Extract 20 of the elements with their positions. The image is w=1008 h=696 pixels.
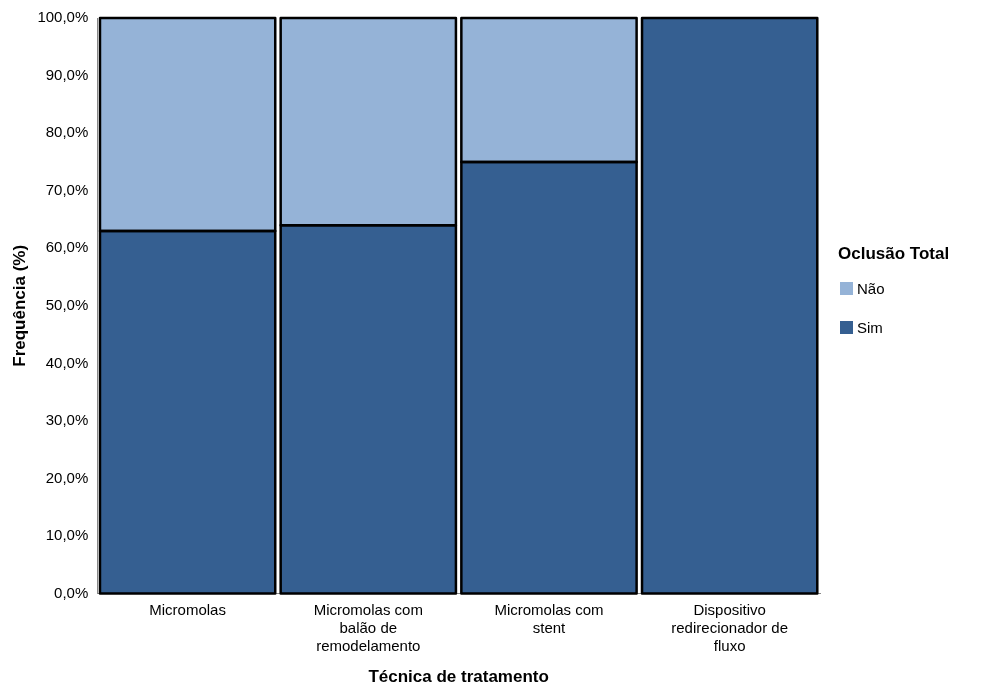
x-tick-label: Micromolas com balão de remodelamento [313, 600, 423, 654]
y-tick-label: 90,0% [45, 65, 89, 83]
legend-label: Não [857, 280, 885, 297]
y-tick-label: 50,0% [45, 295, 89, 313]
y-tick-label: 60,0% [45, 238, 89, 256]
y-tick-label: 100,0% [37, 8, 89, 26]
y-axis-title: Frequência (%) [9, 244, 29, 367]
y-tick-label: 40,0% [45, 353, 89, 371]
x-tick-label: Dispositivo redirecionador de fluxo [671, 600, 789, 654]
legend-title: Oclusão Total [838, 244, 950, 264]
y-tick-label: 30,0% [45, 411, 89, 429]
y-tick-label: 70,0% [45, 180, 89, 198]
y-tick-label: 10,0% [45, 526, 89, 544]
y-tick-label: 80,0% [45, 123, 89, 141]
x-tick-label: Micromolas com stent [494, 600, 604, 636]
legend-label: Sim [857, 319, 883, 336]
y-tick-label: 20,0% [45, 468, 89, 486]
y-tick-label: 0,0% [54, 583, 89, 601]
x-tick-label: Micromolas [149, 600, 226, 618]
x-axis-title: Técnica de tratamento [368, 667, 549, 687]
